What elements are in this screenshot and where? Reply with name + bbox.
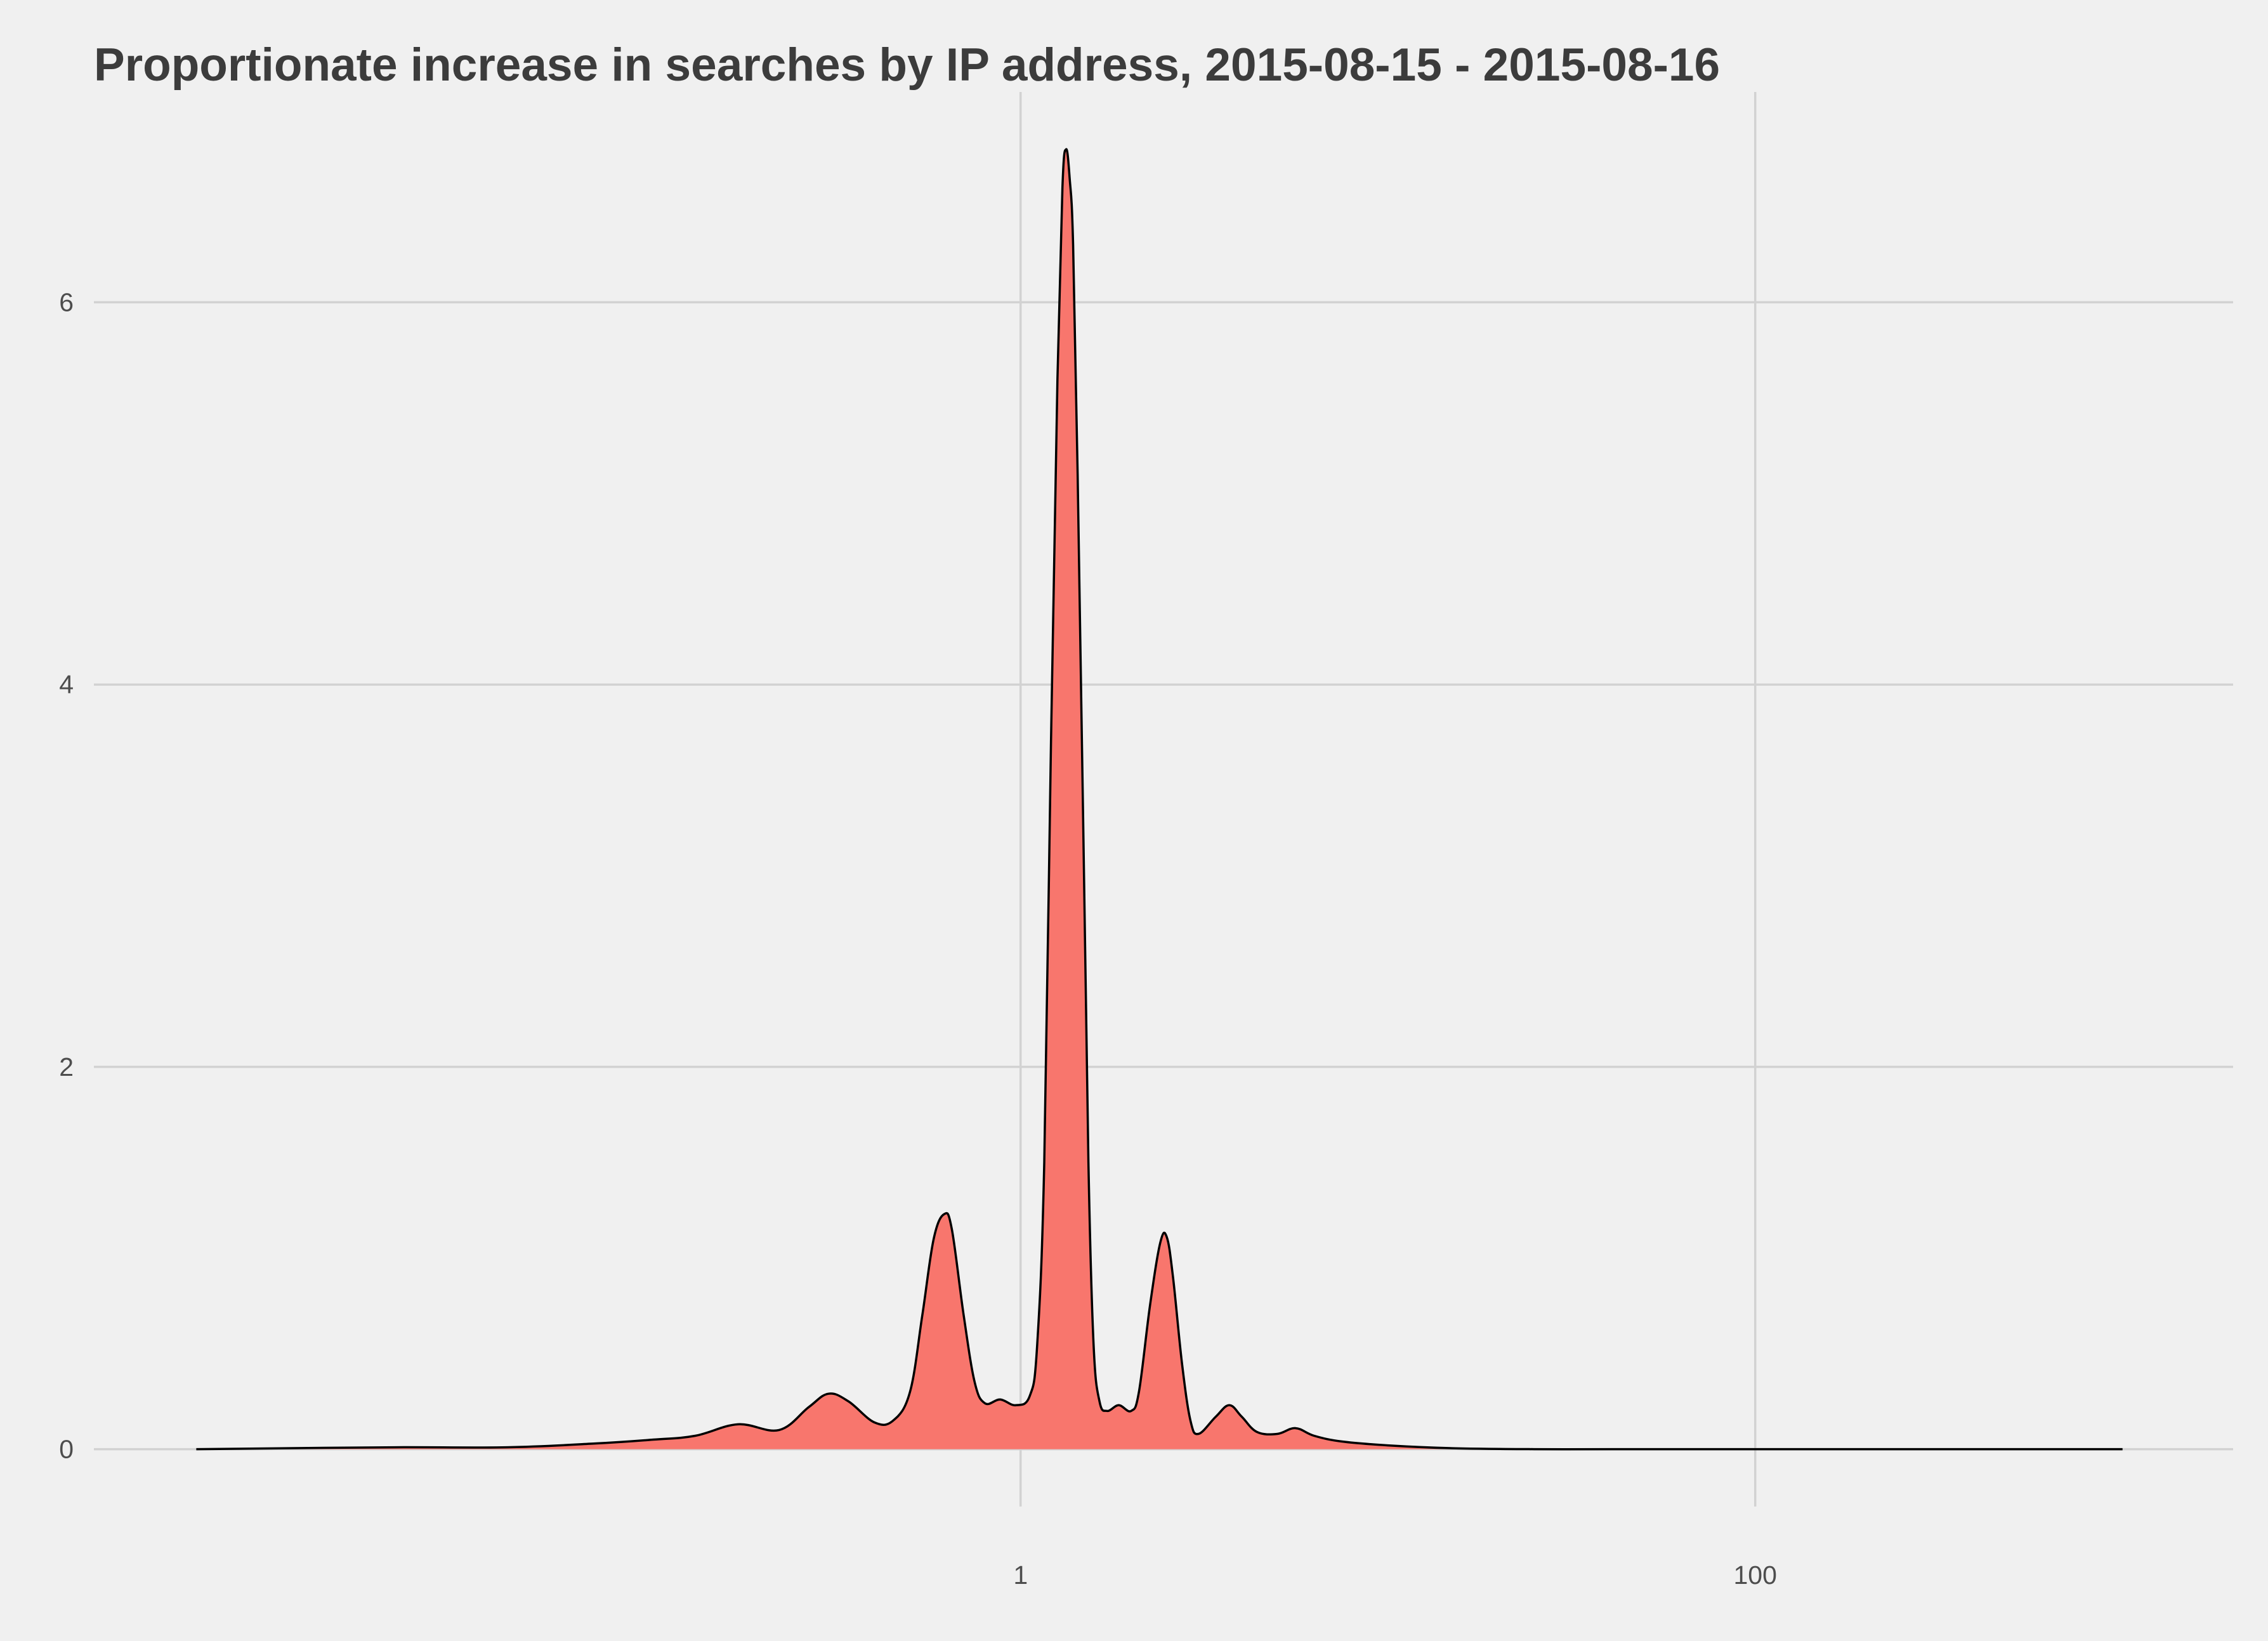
x-tick-label-0: 1 xyxy=(1013,1560,1028,1590)
x-axis-tick-labels: 1 100 xyxy=(1013,1560,1777,1590)
y-tick-label-2: 4 xyxy=(59,670,74,699)
density-series xyxy=(196,148,2123,1451)
y-tick-label-1: 2 xyxy=(59,1052,74,1082)
y-tick-label-0: 0 xyxy=(59,1435,74,1464)
x-tick-label-1: 100 xyxy=(1734,1560,1777,1590)
density-line-0 xyxy=(196,148,2123,1451)
x-gridlines xyxy=(1019,92,1757,1507)
y-axis-tick-labels: 0 2 4 6 xyxy=(59,287,74,1463)
y-gridlines xyxy=(94,301,2233,1451)
chart-title: Proportionate increase in searches by IP… xyxy=(94,39,1720,91)
y-tick-label-3: 6 xyxy=(59,287,74,317)
